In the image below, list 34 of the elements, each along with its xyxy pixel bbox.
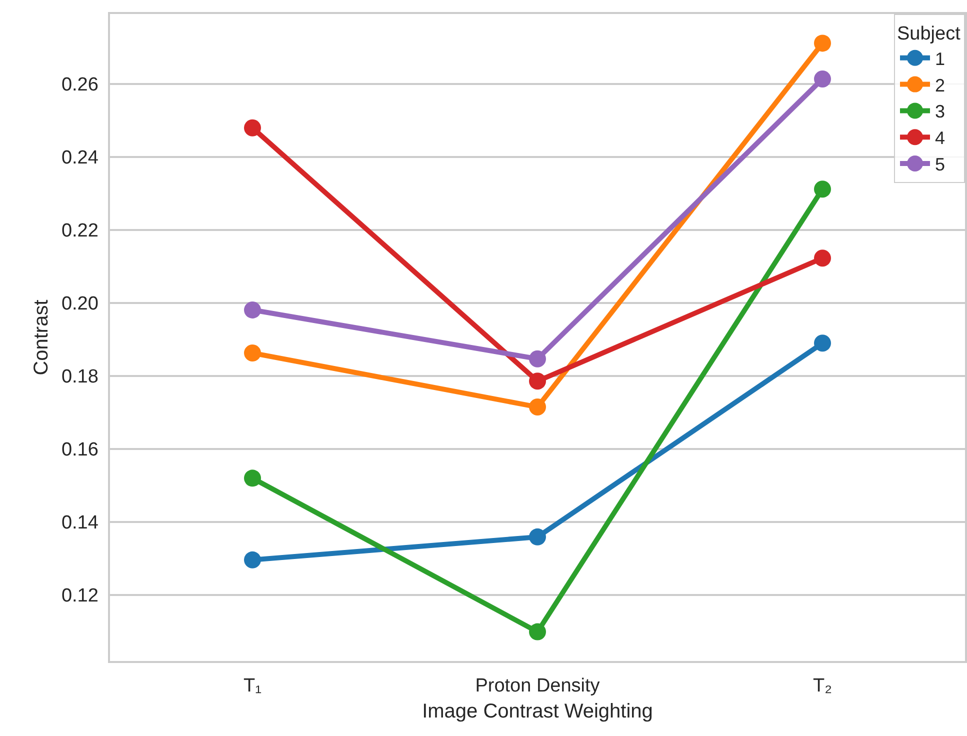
point [244,344,261,362]
x-tick-label: T₂ [813,676,832,697]
point [529,350,546,368]
point [814,334,831,352]
point [244,551,261,568]
point [529,623,546,640]
x-tick-label: T₁ [243,676,262,697]
point [529,398,546,416]
legend-label: 5 [935,154,946,175]
y-axis-title: Contrast [30,299,52,376]
y-tick-label: 0.24 [61,148,99,169]
point [814,34,831,52]
legend-label: 1 [935,48,946,69]
y-tick-label: 0.12 [61,586,98,607]
point [529,372,546,390]
x-tick-label: Proton Density [475,676,600,697]
y-tick-label: 0.26 [61,74,98,96]
point [244,301,261,318]
legend-label: 3 [935,102,946,122]
point [244,470,261,487]
point [529,528,546,546]
y-tick-label: 0.16 [61,440,98,461]
y-tick-label: 0.18 [61,366,98,388]
point [814,70,831,88]
x-axis-title: Image Contrast Weighting [422,700,653,723]
legend-label: 2 [935,75,946,96]
legend-title: Subject [897,24,962,45]
point [244,119,261,136]
y-tick-label: 0.20 [61,294,98,315]
point [814,250,831,267]
legend-label: 4 [935,128,946,148]
y-tick-label: 0.22 [61,220,98,242]
point [814,180,831,198]
y-tick-label: 0.14 [61,512,99,534]
